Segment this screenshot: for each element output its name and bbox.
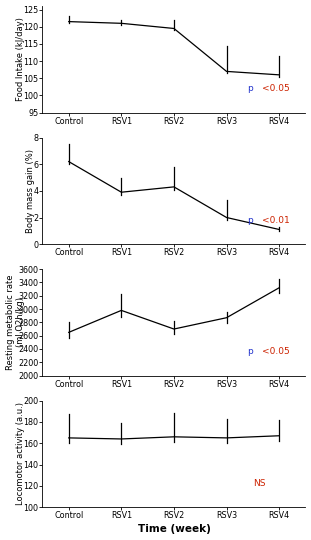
Text: <0.01: <0.01 [262,216,290,225]
Text: <0.05: <0.05 [262,84,290,93]
Text: <0.05: <0.05 [262,347,290,356]
Y-axis label: Resting metabolic rate
(ml O2h/kg): Resting metabolic rate (ml O2h/kg) [6,275,25,370]
Y-axis label: Locomotor activity (a.u.): Locomotor activity (a.u.) [16,402,25,505]
Text: p: p [248,347,253,356]
Text: NS: NS [253,479,265,488]
Text: p: p [248,84,253,93]
Text: p: p [248,216,253,225]
Y-axis label: Food Intake (kJ/day): Food Intake (kJ/day) [16,17,25,102]
X-axis label: Time (week): Time (week) [137,524,210,535]
Y-axis label: Body mass gain (%): Body mass gain (%) [26,149,35,233]
